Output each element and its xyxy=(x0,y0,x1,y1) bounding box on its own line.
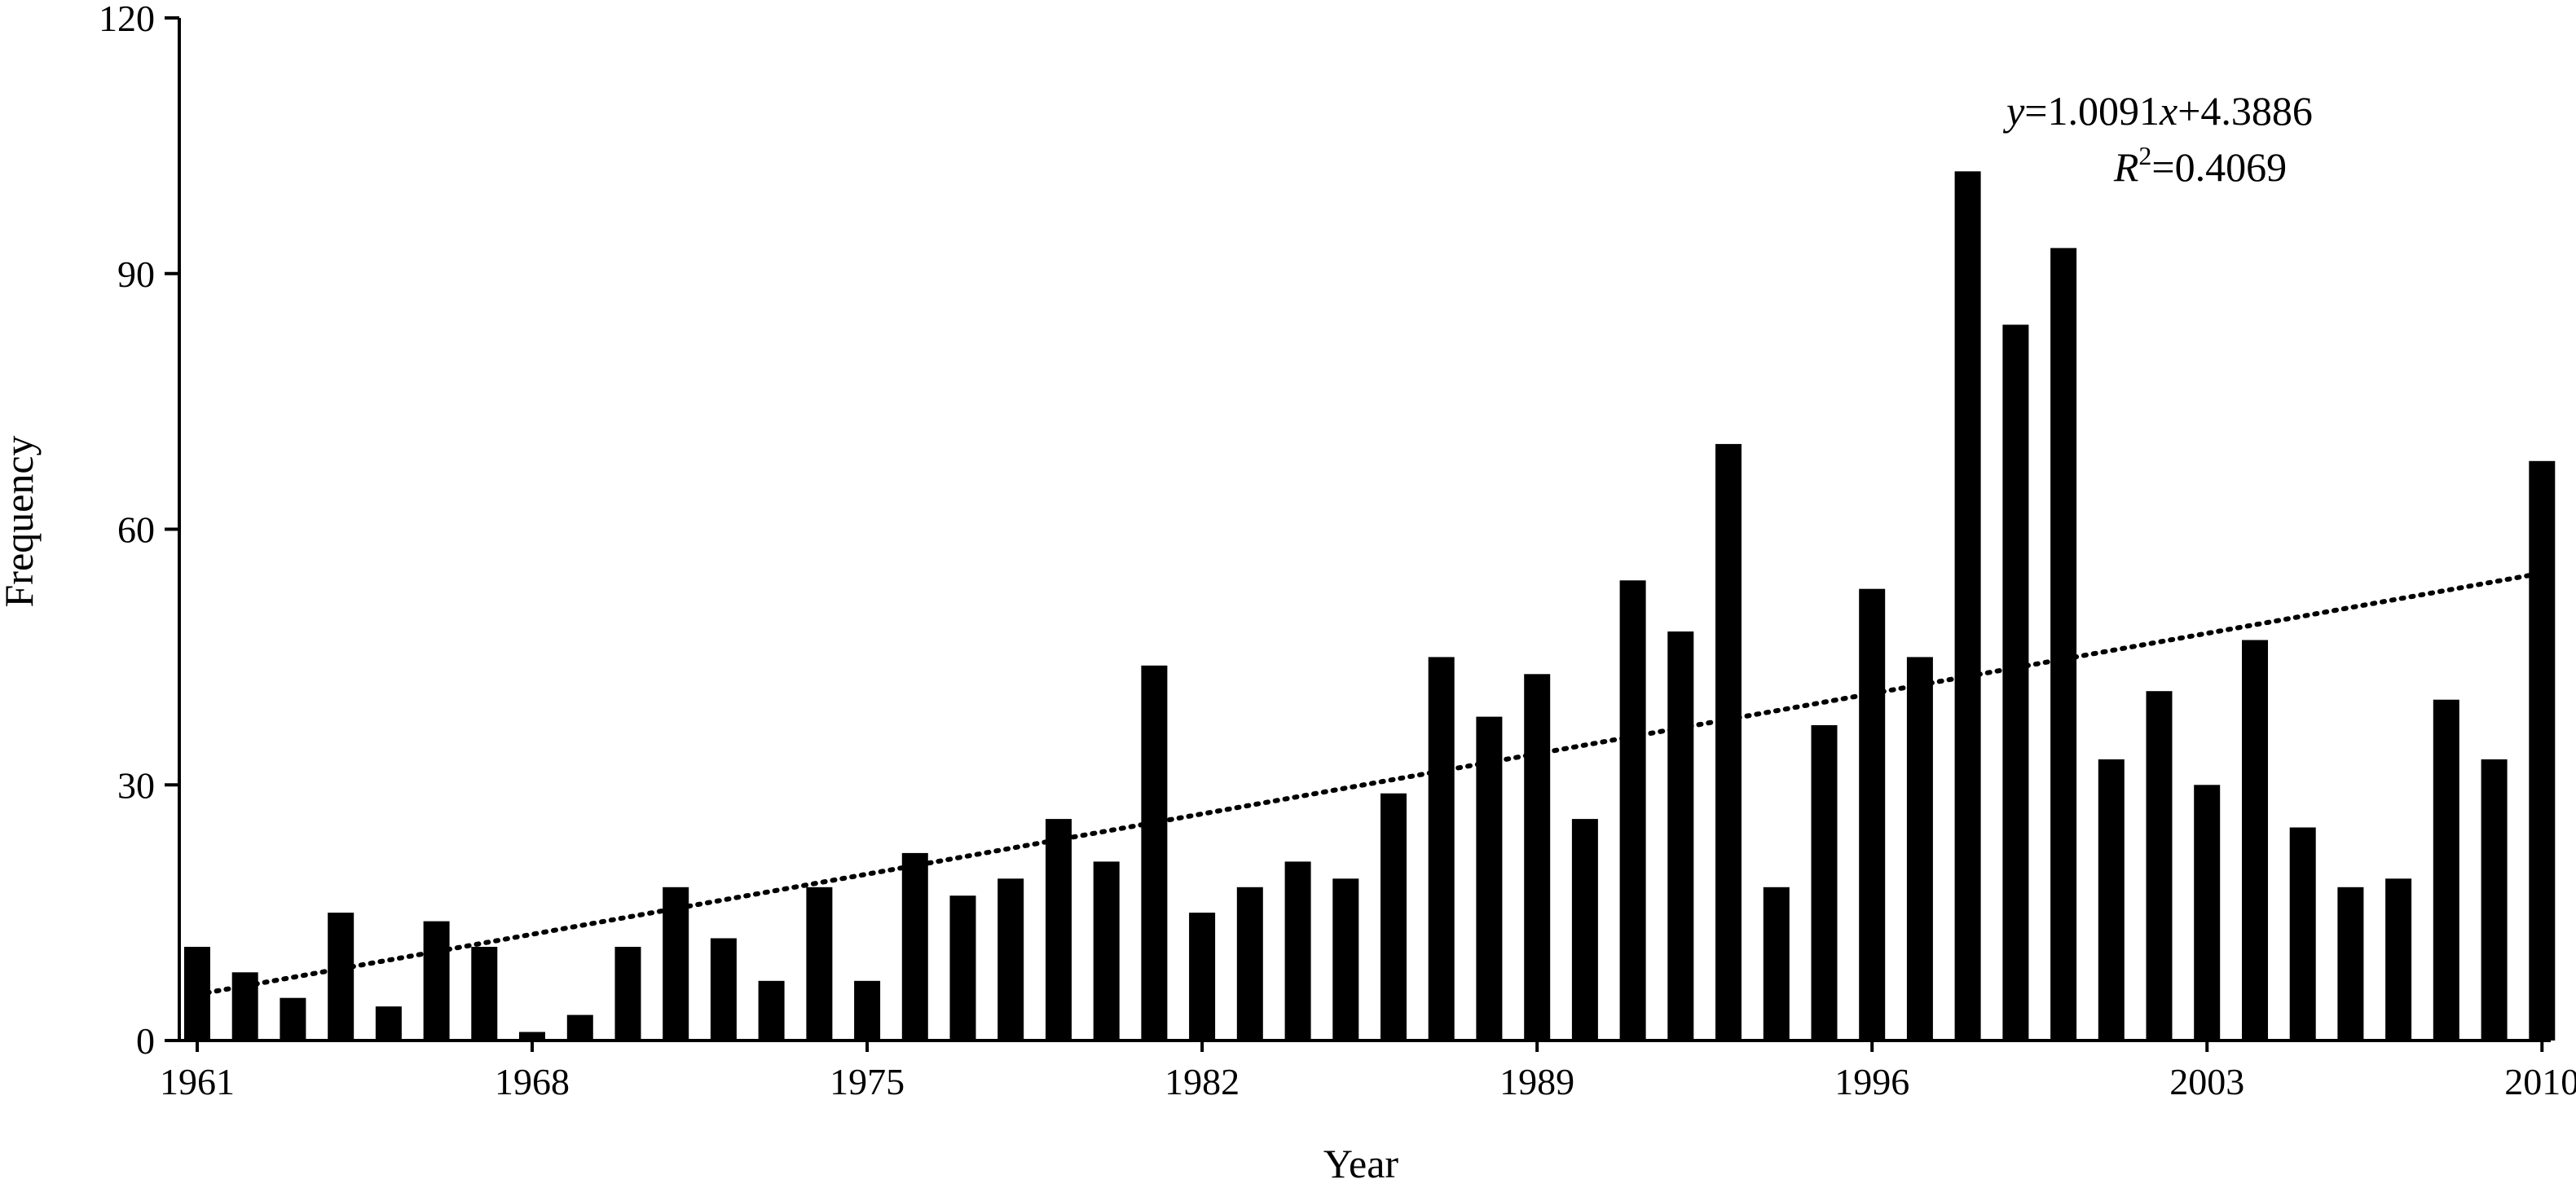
r2-superscript: 2 xyxy=(2138,141,2151,170)
bar-1968 xyxy=(519,1032,545,1041)
r-squared: R2=0.4069 xyxy=(2113,141,2287,190)
bar-1994 xyxy=(1763,887,1790,1041)
bar-1996 xyxy=(1859,588,1886,1041)
bar-1984 xyxy=(1284,861,1311,1041)
bar-1979 xyxy=(1046,819,1072,1041)
equation-intercept: +4.3886 xyxy=(2177,88,2313,134)
bar-1970 xyxy=(614,947,641,1041)
bar-2008 xyxy=(2433,699,2459,1041)
bar-1999 xyxy=(2002,324,2029,1041)
bar-1980 xyxy=(1093,861,1120,1041)
bar-1963 xyxy=(280,997,306,1041)
y-ticks-group: 0 30 60 90 120 xyxy=(99,0,179,1062)
bar-1991 xyxy=(1619,580,1646,1041)
x-tick-label: 2003 xyxy=(2169,1061,2244,1102)
bar-1976 xyxy=(901,852,928,1041)
bar-1986 xyxy=(1380,793,1407,1041)
bar-1989 xyxy=(1524,674,1551,1041)
bar-1974 xyxy=(806,887,833,1041)
bar-2009 xyxy=(2481,759,2508,1041)
bar-2001 xyxy=(2098,759,2125,1041)
bar-1995 xyxy=(1811,725,1838,1041)
y-tick-label: 60 xyxy=(117,509,155,551)
bar-1973 xyxy=(758,980,785,1041)
x-tick-label: 1975 xyxy=(830,1061,905,1102)
x-axis-title: Year xyxy=(1323,1141,1398,1186)
bar-1966 xyxy=(423,921,450,1041)
x-tick-label: 2010 xyxy=(2504,1061,2576,1102)
x-tick-label: 1982 xyxy=(1165,1061,1240,1102)
x-tick-label: 1989 xyxy=(1499,1061,1574,1102)
equation-coefficient: =1.0091 xyxy=(2024,88,2160,134)
bar-1975 xyxy=(854,980,881,1041)
bar-1997 xyxy=(1906,657,1933,1041)
y-tick-label: 30 xyxy=(117,764,155,806)
bar-1971 xyxy=(663,887,689,1041)
y-tick-label: 0 xyxy=(136,1020,155,1062)
bar-2007 xyxy=(2385,878,2412,1041)
bar-2006 xyxy=(2337,887,2364,1041)
bar-1967 xyxy=(471,947,498,1041)
bar-1982 xyxy=(1189,913,1216,1041)
y-tick-label: 120 xyxy=(99,0,155,39)
bar-1993 xyxy=(1715,443,1742,1041)
bar-2004 xyxy=(2242,640,2268,1041)
bar-1981 xyxy=(1141,665,1168,1041)
bar-1965 xyxy=(375,1006,402,1041)
bar-2003 xyxy=(2194,785,2221,1041)
r2-value: =0.4069 xyxy=(2151,144,2287,190)
trendline xyxy=(195,570,2545,997)
bar-1977 xyxy=(949,895,976,1041)
equation-var-y: y xyxy=(2002,88,2025,134)
r2-var: R xyxy=(2113,144,2139,190)
y-tick-label: 90 xyxy=(117,253,155,295)
bar-1978 xyxy=(997,878,1024,1041)
bar-1998 xyxy=(1954,171,1981,1041)
trendline-equation: y=1.0091x+4.3886 xyxy=(2002,88,2313,134)
bar-1992 xyxy=(1667,631,1694,1041)
bar-2010 xyxy=(2529,460,2556,1041)
bar-1972 xyxy=(710,938,737,1041)
bar-2000 xyxy=(2050,248,2077,1041)
bar-1983 xyxy=(1236,887,1263,1041)
x-ticks-group: 1961 1968 1975 1982 1989 1996 2003 2010 xyxy=(160,1041,2576,1102)
bar-1964 xyxy=(328,913,354,1041)
x-tick-label: 1961 xyxy=(160,1061,235,1102)
y-axis-title: Frequency xyxy=(0,435,42,607)
x-tick-label: 1996 xyxy=(1834,1061,1909,1102)
bar-1985 xyxy=(1332,878,1359,1041)
bar-1990 xyxy=(1571,819,1598,1041)
x-tick-label: 1968 xyxy=(495,1061,570,1102)
bar-2002 xyxy=(2146,691,2173,1041)
bar-2005 xyxy=(2289,827,2316,1041)
bar-1969 xyxy=(566,1014,593,1041)
equation-var-x: x xyxy=(2159,88,2177,134)
bar-1988 xyxy=(1476,716,1503,1041)
bar-1987 xyxy=(1428,657,1455,1041)
bars-group xyxy=(184,171,2556,1041)
